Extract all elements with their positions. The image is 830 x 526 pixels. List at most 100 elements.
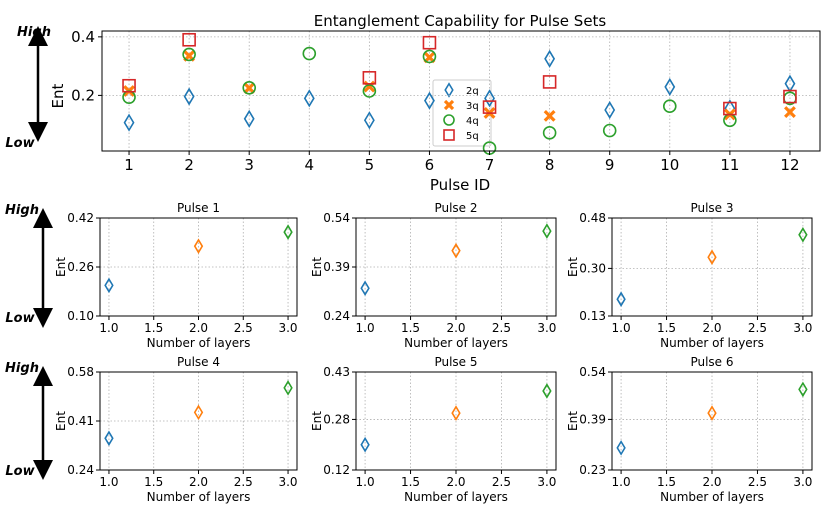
y-axis-label: Ent xyxy=(54,257,68,277)
data-points xyxy=(122,32,797,155)
point-4q xyxy=(302,46,317,61)
x-tick-label: 11 xyxy=(720,156,739,174)
x-tick-label: 2.5 xyxy=(748,321,767,335)
point-3q xyxy=(243,82,256,95)
x-axis-label: Number of layers xyxy=(147,336,251,350)
point-4q xyxy=(542,126,557,140)
legend-marker-4q xyxy=(443,114,455,126)
point-5q xyxy=(422,35,437,50)
y-axis-label: Ent xyxy=(566,411,580,431)
plot-frame xyxy=(101,30,821,152)
main-chart: Entanglement Capability for Pulse Sets P… xyxy=(49,12,821,194)
x-tick-label: 1.5 xyxy=(401,321,420,335)
x-tick-label: 6 xyxy=(425,156,435,174)
x-tick-label: 2.0 xyxy=(189,321,208,335)
point-2q xyxy=(616,440,626,456)
point-4q xyxy=(242,80,257,95)
x-tick-label: 2.0 xyxy=(702,475,721,489)
x-tick-label: 1.5 xyxy=(144,321,163,335)
y-tick-label: 0.43 xyxy=(323,365,350,379)
point-2q xyxy=(104,430,114,447)
point-2q xyxy=(363,111,375,130)
x-tick-label: 5 xyxy=(365,156,375,174)
y-tick-label: 0.24 xyxy=(67,463,94,477)
legend-marker-2q xyxy=(444,82,454,98)
point-5q xyxy=(542,75,557,89)
chart-title: Entanglement Capability for Pulse Sets xyxy=(314,12,607,30)
y-tick-label: 0.39 xyxy=(323,260,350,274)
point-2q xyxy=(616,291,626,308)
subplot-title: Pulse 1 xyxy=(177,201,220,215)
x-axis-label: Pulse ID xyxy=(430,176,490,194)
x-tick-label: 1.0 xyxy=(99,321,118,335)
x-tick-label: 2 xyxy=(184,156,194,174)
subplot-title: Pulse 5 xyxy=(434,355,477,369)
x-tick-label: 3.0 xyxy=(278,475,297,489)
scale-high-label: High xyxy=(5,361,39,376)
x-tick-label: 2.5 xyxy=(492,475,511,489)
point-3q xyxy=(543,109,556,122)
legend-label: 5q xyxy=(466,131,479,142)
x-tick-label: 2.5 xyxy=(234,475,253,489)
x-tick-label: 12 xyxy=(780,156,799,174)
y-tick-label: 0.13 xyxy=(579,309,606,323)
subplot-pulse4: Pulse 4 1.0 1.5 2.0 2.5 3.0 0.24 0.41 0.58 Number… xyxy=(54,355,298,504)
x-tick-label: 1.0 xyxy=(99,475,118,489)
x-tick-label: 1.5 xyxy=(657,475,676,489)
legend-item-5q: 5q xyxy=(443,129,479,142)
y-axis-label: Ent xyxy=(54,411,68,431)
point-2q xyxy=(664,77,676,96)
x-tick-label: 3.0 xyxy=(793,475,812,489)
point-3q xyxy=(193,404,204,421)
x-tick-label: 1.0 xyxy=(612,475,631,489)
point-5q xyxy=(783,89,797,104)
x-tick-label: 3.0 xyxy=(537,475,556,489)
x-tick-label: 2.5 xyxy=(234,321,253,335)
x-tick-label: 2.0 xyxy=(702,321,721,335)
scale-indicator-top: High Low xyxy=(5,25,51,151)
legend-box xyxy=(432,79,492,147)
x-tick-label: 3 xyxy=(244,156,254,174)
x-tick-label: 7 xyxy=(485,156,495,174)
x-tick-label: 2.0 xyxy=(189,475,208,489)
y-tick-label: 0.30 xyxy=(579,261,606,275)
y-tick-label: 0.39 xyxy=(579,412,606,426)
x-tick-label: 2.0 xyxy=(446,475,465,489)
point-4q xyxy=(602,123,617,138)
point-3q xyxy=(193,238,204,254)
subplot-grid: Pulse 1 1.0 1.5 2.0 2.5 3.0 0.10 0.26 0.42 Number… xyxy=(54,201,813,504)
point-4q xyxy=(182,47,196,62)
x-tick-label: 1.0 xyxy=(356,321,375,335)
point-5q xyxy=(182,32,196,47)
legend-label: 2q xyxy=(466,86,479,97)
y-tick-label: 0.2 xyxy=(71,86,95,104)
scale-high-label: High xyxy=(17,25,51,40)
point-4q xyxy=(662,99,677,114)
x-tick-label: 1.5 xyxy=(401,475,420,489)
x-tick-label: 8 xyxy=(545,156,555,174)
point-2q xyxy=(360,280,370,297)
x-tick-label: 1.0 xyxy=(612,321,631,335)
x-tick-label: 2.5 xyxy=(748,475,767,489)
x-tick-label: 1.5 xyxy=(144,475,163,489)
legend-item-2q: 2q xyxy=(444,82,479,98)
point-2q xyxy=(183,87,195,106)
x-tick-label: 3.0 xyxy=(793,321,812,335)
point-3q xyxy=(423,51,436,64)
subplot-title: Pulse 6 xyxy=(690,355,733,369)
point-2q xyxy=(424,91,435,110)
y-tick-label: 0.26 xyxy=(67,260,94,274)
subplot-pulse2: Pulse 2 1.0 1.5 2.0 2.5 3.0 0.24 0.39 0.54 Number… xyxy=(310,201,557,350)
y-tick-label: 0.28 xyxy=(323,412,350,426)
subplot-pulse5: Pulse 5 1.0 1.5 2.0 2.5 3.0 0.12 0.28 0.43 Number… xyxy=(310,355,557,504)
x-tick-label: 9 xyxy=(605,156,615,174)
y-tick-label: 0.48 xyxy=(579,211,606,225)
y-tick-label: 0.24 xyxy=(323,309,350,323)
x-tick-label: 1.5 xyxy=(657,321,676,335)
point-4q xyxy=(798,226,808,243)
point-2q xyxy=(303,89,315,108)
point-4q xyxy=(362,84,377,98)
legend-marker-3q xyxy=(443,99,455,111)
